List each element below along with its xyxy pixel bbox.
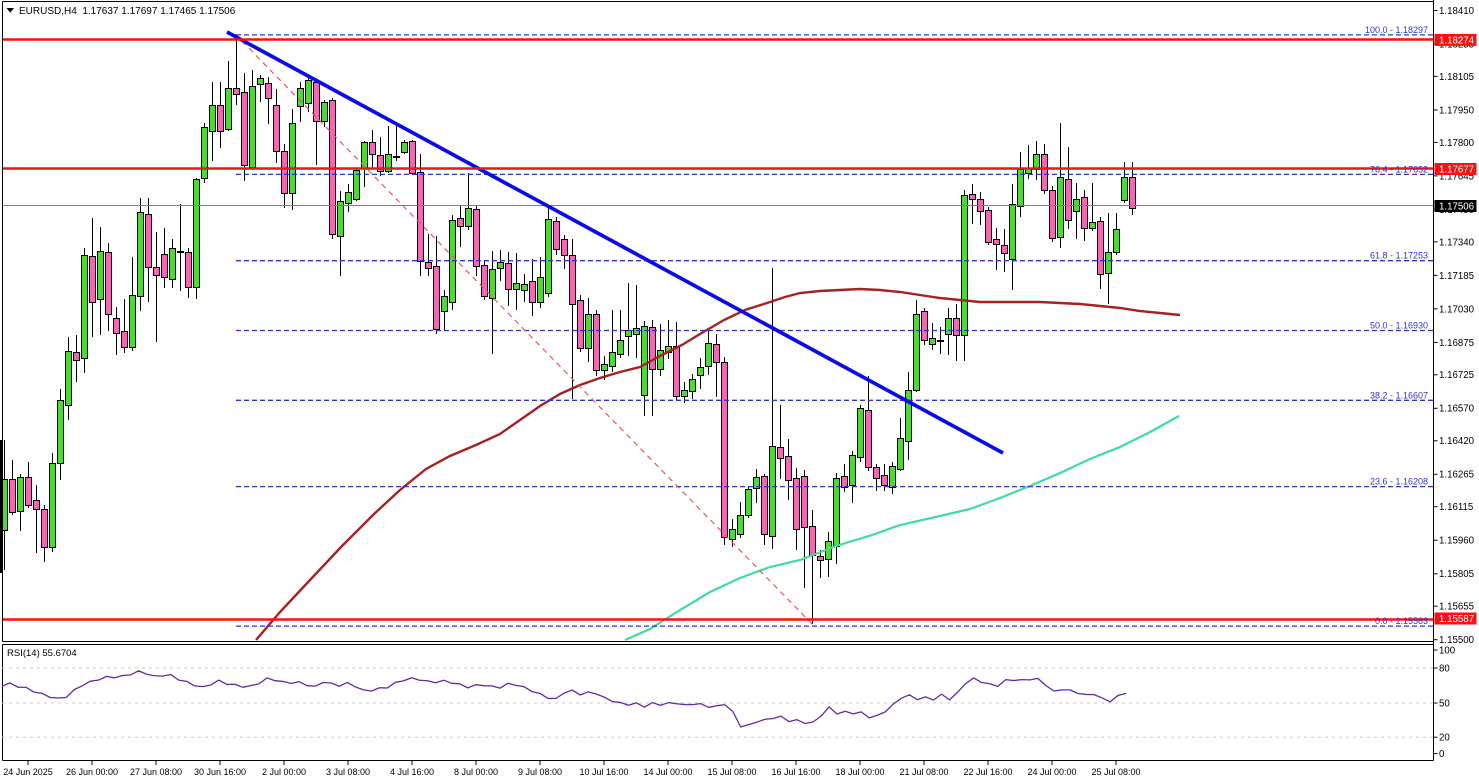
- svg-text:80: 80: [1439, 663, 1450, 674]
- svg-text:1.16265: 1.16265: [1439, 470, 1474, 481]
- svg-text:1.17800: 1.17800: [1439, 138, 1475, 149]
- svg-text:50: 50: [1439, 698, 1450, 709]
- svg-text:1.16420: 1.16420: [1439, 436, 1475, 447]
- svg-text:50.0 - 1.16930: 50.0 - 1.16930: [1370, 321, 1428, 331]
- svg-text:1.15960: 1.15960: [1439, 536, 1475, 547]
- svg-text:100.0 - 1.18297: 100.0 - 1.18297: [1365, 25, 1428, 35]
- svg-text:1.18410: 1.18410: [1439, 6, 1475, 17]
- svg-text:23.6 - 1.16208: 23.6 - 1.16208: [1370, 477, 1428, 487]
- svg-text:10 Jul 16:00: 10 Jul 16:00: [579, 767, 628, 777]
- svg-text:0.0 - 1.15563: 0.0 - 1.15563: [1375, 616, 1428, 626]
- svg-text:21 Jul 08:00: 21 Jul 08:00: [899, 767, 948, 777]
- svg-text:1.16725: 1.16725: [1439, 370, 1474, 381]
- svg-text:1.15655: 1.15655: [1439, 602, 1474, 613]
- svg-text:1.17645: 1.17645: [1439, 171, 1474, 182]
- svg-text:76.4 - 1.17652: 76.4 - 1.17652: [1370, 164, 1428, 174]
- svg-text:4 Jul 16:00: 4 Jul 16:00: [390, 767, 434, 777]
- svg-text:14 Jul 00:00: 14 Jul 00:00: [643, 767, 692, 777]
- svg-text:8 Jul 00:00: 8 Jul 00:00: [454, 767, 498, 777]
- svg-text:1.17185: 1.17185: [1439, 271, 1474, 282]
- svg-text:24 Jul 00:00: 24 Jul 00:00: [1027, 767, 1076, 777]
- svg-text:27 Jun 08:00: 27 Jun 08:00: [130, 767, 182, 777]
- svg-text:38.2 - 1.16607: 38.2 - 1.16607: [1370, 390, 1428, 400]
- svg-text:1.17950: 1.17950: [1439, 105, 1475, 116]
- svg-text:1.16115: 1.16115: [1439, 502, 1473, 513]
- svg-text:15 Jul 08:00: 15 Jul 08:00: [707, 767, 756, 777]
- svg-text:1.17506: 1.17506: [1439, 201, 1474, 212]
- svg-text:9 Jul 08:00: 9 Jul 08:00: [518, 767, 562, 777]
- svg-text:1.16875: 1.16875: [1439, 338, 1474, 349]
- svg-text:61.8 - 1.17253: 61.8 - 1.17253: [1370, 251, 1428, 261]
- svg-text:3 Jul 08:00: 3 Jul 08:00: [326, 767, 370, 777]
- svg-text:20: 20: [1439, 733, 1450, 744]
- svg-text:24 Jun 2025: 24 Jun 2025: [3, 767, 53, 777]
- svg-text:30 Jun 16:00: 30 Jun 16:00: [194, 767, 246, 777]
- svg-text:1.15805: 1.15805: [1439, 569, 1474, 580]
- svg-text:100: 100: [1439, 645, 1456, 656]
- svg-text:1.15500: 1.15500: [1439, 635, 1475, 646]
- svg-text:1.17677: 1.17677: [1439, 164, 1474, 175]
- svg-text:25 Jul 08:00: 25 Jul 08:00: [1091, 767, 1140, 777]
- svg-text:26 Jun 00:00: 26 Jun 00:00: [66, 767, 118, 777]
- svg-text:1.18105: 1.18105: [1439, 72, 1474, 83]
- svg-text:18 Jul 00:00: 18 Jul 00:00: [835, 767, 884, 777]
- svg-text:RSI(14) 55.6704: RSI(14) 55.6704: [7, 648, 77, 659]
- svg-text:1.16570: 1.16570: [1439, 404, 1475, 415]
- svg-text:1.18274: 1.18274: [1439, 35, 1475, 46]
- svg-text:1.15587: 1.15587: [1439, 614, 1474, 625]
- svg-text:0: 0: [1439, 749, 1445, 760]
- svg-text:EURUSD,H4 1.17637 1.17697 1.1: EURUSD,H4 1.17637 1.17697 1.17465 1.1750…: [19, 6, 236, 17]
- svg-text:1.17030: 1.17030: [1439, 304, 1475, 315]
- svg-text:1.17340: 1.17340: [1439, 237, 1475, 248]
- svg-text:22 Jul 16:00: 22 Jul 16:00: [963, 767, 1012, 777]
- svg-text:2 Jul 00:00: 2 Jul 00:00: [262, 767, 306, 777]
- svg-text:16 Jul 16:00: 16 Jul 16:00: [771, 767, 820, 777]
